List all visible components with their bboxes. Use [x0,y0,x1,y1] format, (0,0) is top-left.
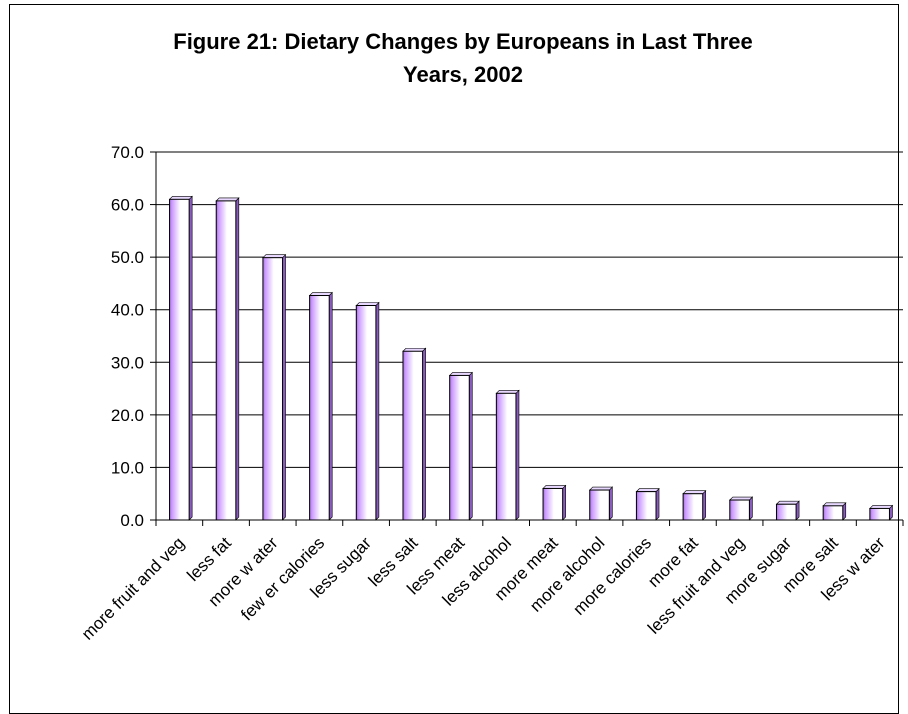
y-tick-label: 10.0 [111,458,144,477]
y-tick-label: 50.0 [111,248,144,267]
x-tick-label: more fruit and veg [78,533,188,643]
y-tick-label: 30.0 [111,353,144,372]
bar [730,500,750,520]
bar [403,351,423,520]
chart-title: Figure 21: Dietary Changes by Europeans … [173,29,753,87]
bar [823,506,843,520]
y-tick-label: 0.0 [120,511,144,530]
bar [450,375,470,520]
bar [216,201,236,520]
bar [543,488,563,520]
bar [170,199,190,520]
y-tick-label: 70.0 [111,143,144,162]
x-tick-label: few er calories [237,533,328,624]
y-tick-label: 40.0 [111,301,144,320]
bar [636,492,656,520]
y-tick-label: 20.0 [111,406,144,425]
bar [870,508,890,520]
bar [590,490,610,520]
bars [170,196,893,520]
y-axis: 0.0 10.0 20.0 30.0 40.0 50.0 60.0 70.0 [111,143,156,530]
chart-title-line-2: Years, 2002 [403,62,523,87]
bar [776,504,796,520]
y-tick-label: 60.0 [111,196,144,215]
bar [496,393,516,520]
bar [356,306,376,520]
chart-title-line-1: Figure 21: Dietary Changes by Europeans … [173,29,753,54]
bar [263,258,283,520]
bar [310,296,330,520]
bar [683,494,703,520]
